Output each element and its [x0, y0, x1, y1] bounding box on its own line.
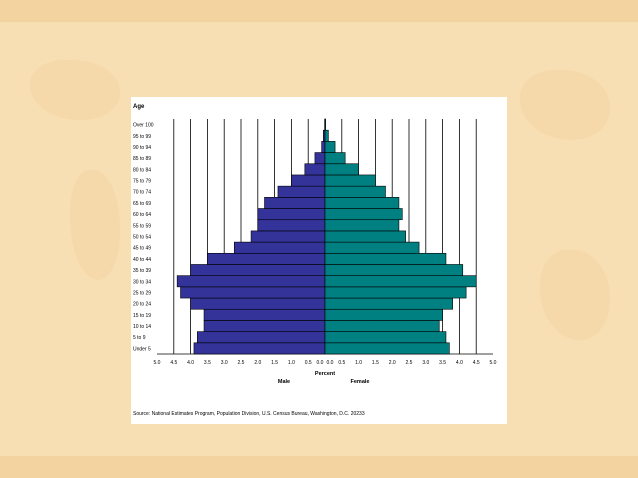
y-tick-label: 50 to 54: [133, 235, 151, 241]
female-bar: [324, 219, 400, 232]
x-tick-label: 4.0: [456, 360, 463, 366]
female-bar: [324, 297, 453, 310]
female-bar: [324, 141, 336, 153]
x-tick-label: 1.5: [372, 360, 379, 366]
female-bar: [324, 286, 467, 299]
x-tick-label: 4.0: [187, 360, 194, 366]
y-tick-label: Under 5: [133, 346, 151, 352]
y-tick-label: 80 to 84: [133, 167, 151, 173]
x-tick-label: 2.5: [238, 360, 245, 366]
female-bar: [324, 197, 400, 209]
x-tick-label: 4.5: [473, 360, 480, 366]
male-bar: [250, 230, 326, 243]
y-tick-label: 65 to 69: [133, 201, 151, 207]
y-tick-label: 15 to 19: [133, 313, 151, 319]
x-tick-label: 2.5: [406, 360, 413, 366]
x-tick-label: 0.5: [338, 360, 345, 366]
male-bar: [304, 163, 326, 176]
x-tick-label: 0.5: [305, 360, 312, 366]
male-bar: [233, 241, 326, 254]
x-tick-label: 5.0: [154, 360, 161, 366]
female-bar: [324, 208, 403, 221]
y-tick-label: 5 to 9: [133, 335, 146, 341]
female-bar: [324, 185, 386, 198]
male-bar: [277, 185, 326, 198]
population-pyramid-chart: Age Under 5 5 to 9 10 to 14 15 to 19 20 to 2…: [133, 104, 497, 417]
background-continent-shape: [30, 60, 120, 120]
bottom-stripe: [0, 456, 638, 478]
male-bar: [314, 152, 326, 165]
male-bar: [197, 331, 326, 344]
x-tick-label: 3.0: [422, 360, 429, 366]
male-bar: [321, 141, 326, 153]
x-tick-label: 1.0: [355, 360, 362, 366]
female-bar: [324, 342, 450, 355]
male-bar: [176, 275, 326, 288]
x-axis-label: Percent: [315, 371, 335, 377]
male-bar: [291, 174, 326, 187]
y-tick-label: 90 to 94: [133, 145, 151, 151]
x-tick-label: 4.5: [170, 360, 177, 366]
y-tick-label: 10 to 14: [133, 324, 151, 330]
male-bar: [190, 264, 326, 276]
male-bar: [257, 219, 326, 232]
background-continent-shape: [520, 70, 610, 140]
top-stripe: [0, 0, 638, 22]
female-bar: [324, 331, 447, 344]
y-tick-label: 30 to 34: [133, 279, 151, 285]
female-bar: [324, 320, 440, 332]
y-tick-labels: Under 5 5 to 9 10 to 14 15 to 19 20 to 24 25 …: [133, 123, 154, 353]
y-tick-label: 55 to 59: [133, 223, 151, 229]
x-tick-label: 0.0: [327, 360, 334, 366]
female-bar: [324, 252, 447, 265]
chart-panel: Age Under 5 5 to 9 10 to 14 15 to 19 20 to 2…: [131, 97, 507, 424]
female-bar: [324, 129, 329, 142]
x-tick-label: 3.0: [221, 360, 228, 366]
male-bar: [180, 286, 326, 299]
male-bar: [203, 320, 326, 332]
female-bar: [324, 163, 359, 176]
x-tick-label: 5.0: [490, 360, 497, 366]
background-continent-shape: [540, 250, 610, 340]
female-bar: [324, 308, 443, 321]
background-continent-shape: [70, 170, 120, 280]
y-tick-label: 75 to 79: [133, 179, 151, 185]
male-bar: [264, 197, 326, 209]
legend-female: Female: [351, 379, 370, 385]
x-tick-label: 0.0: [317, 360, 324, 366]
y-tick-label: 95 to 99: [133, 134, 151, 140]
female-bar: [324, 230, 406, 243]
x-tick-label: 1.5: [271, 360, 278, 366]
female-bar: [324, 118, 326, 131]
male-bar: [257, 208, 326, 221]
y-tick-label: 45 to 49: [133, 246, 151, 252]
x-tick-labels: 5.0 4.5 4.0 3.5 3.0 2.5 2.0 1.5 1.0 0.5 0.0 0.0 0.5 1…: [154, 360, 497, 366]
x-tick-label: 3.5: [204, 360, 211, 366]
y-tick-label: 35 to 39: [133, 268, 151, 274]
male-bar: [193, 342, 326, 355]
female-bar: [324, 264, 464, 276]
source-note: Source: National Estimates Program, Popu…: [133, 411, 365, 417]
y-tick-label: 40 to 44: [133, 257, 151, 263]
bars-layer: [176, 118, 477, 355]
female-bar: [324, 275, 477, 288]
male-bar: [203, 308, 326, 321]
y-tick-label: 70 to 74: [133, 190, 151, 196]
x-tick-label: 2.0: [254, 360, 261, 366]
y-axis-label: Age: [133, 104, 145, 110]
y-tick-label: 20 to 24: [133, 302, 151, 308]
x-tick-label: 2.0: [389, 360, 396, 366]
female-bar: [324, 174, 376, 187]
female-bar: [324, 241, 420, 254]
male-bar: [190, 297, 326, 310]
y-tick-label: Over 100: [133, 123, 154, 129]
female-bar: [324, 152, 346, 165]
legend-male: Male: [278, 379, 290, 385]
male-bar: [207, 252, 326, 265]
y-tick-label: 60 to 64: [133, 212, 151, 218]
x-tick-label: 3.5: [439, 360, 446, 366]
y-tick-label: 25 to 29: [133, 290, 151, 296]
x-tick-label: 1.0: [288, 360, 295, 366]
y-tick-label: 85 to 89: [133, 156, 151, 162]
